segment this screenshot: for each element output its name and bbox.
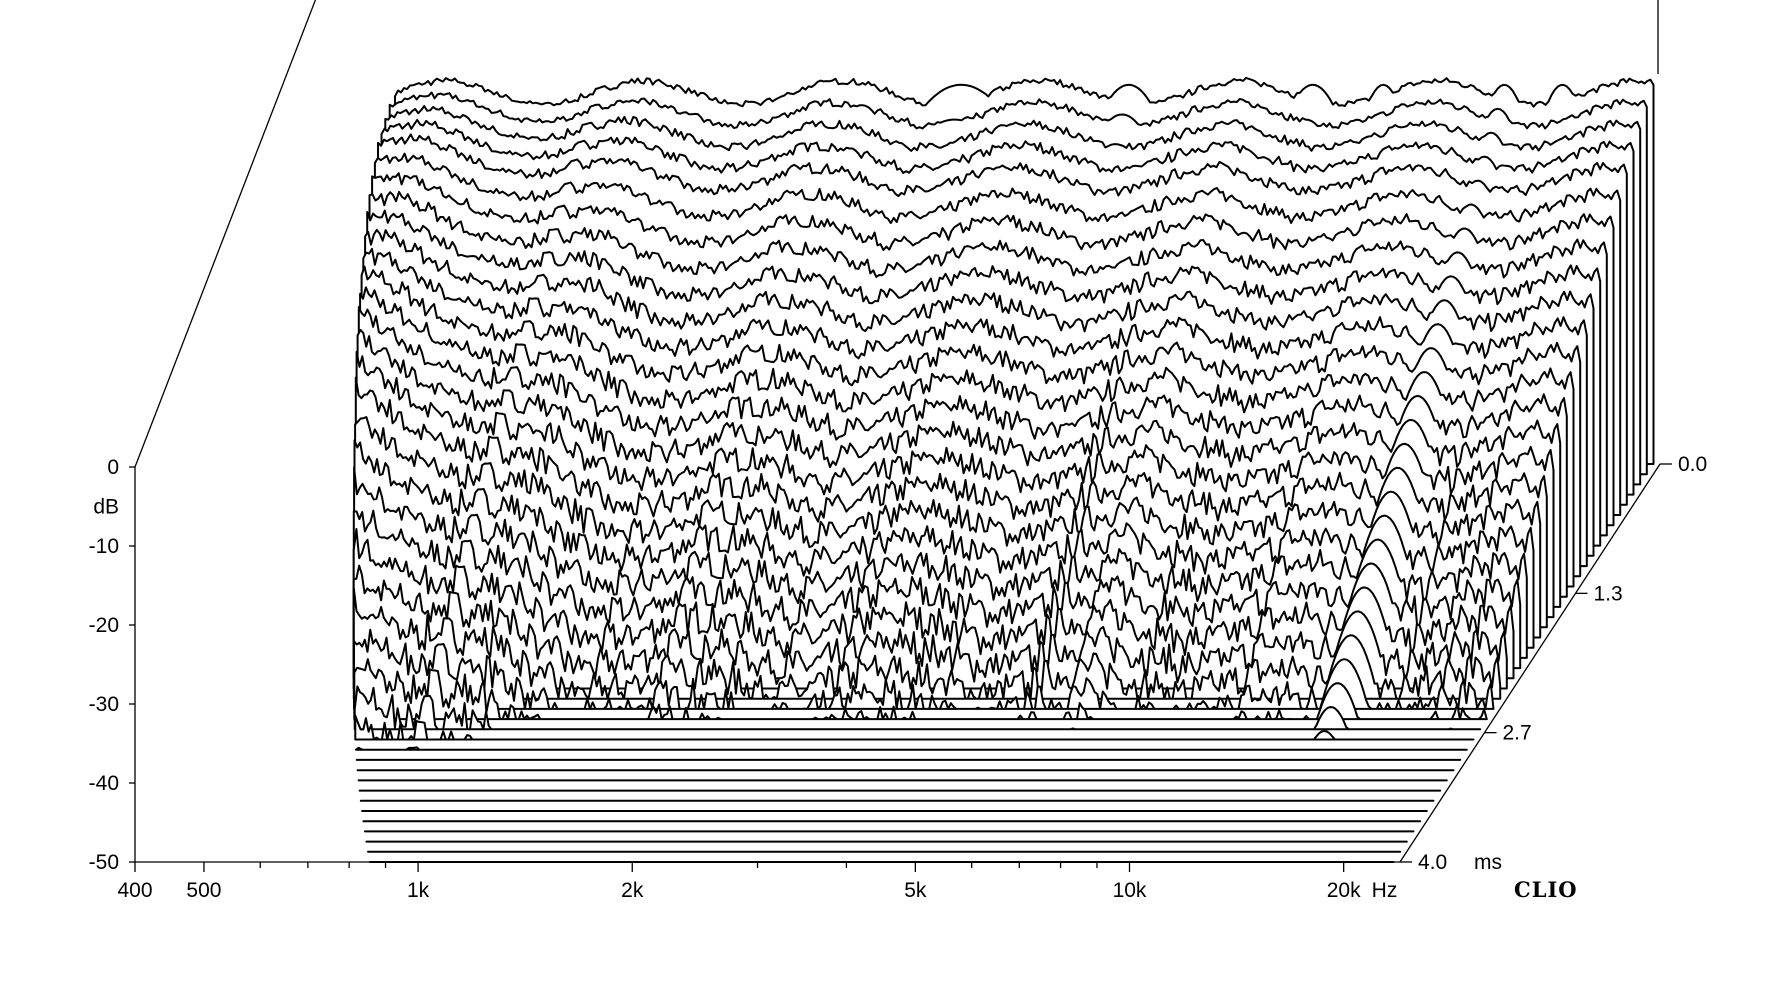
- x-unit-label: Hz: [1372, 879, 1398, 902]
- y-unit-label: dB: [93, 496, 119, 519]
- x-tick-label-6: 20k: [1327, 879, 1361, 902]
- time-tick-label-1: 1.3: [1594, 582, 1623, 605]
- chart-frame: [134, 0, 1659, 468]
- time-axis-line: [1399, 463, 1661, 863]
- time-unit-label: ms: [1474, 851, 1502, 874]
- y-tick-label-3: -30: [89, 693, 119, 716]
- x-tick-label-0: 400: [117, 879, 152, 902]
- time-tick-label-0: 0.0: [1678, 453, 1707, 476]
- slice-25: [353, 658, 1488, 721]
- y-tick-label-5: -50: [89, 851, 119, 874]
- chart-labels: 0 -10 -20 -30 -40 -50 dB 400 500 1k 2k 5k 10k 20k Hz 0.…: [89, 453, 1708, 902]
- slice-21: [352, 528, 1515, 680]
- clio-logo-text: CLIO: [1514, 877, 1578, 902]
- frame-left-diagonal: [134, 0, 317, 468]
- waterfall-slices: [352, 76, 1655, 863]
- time-tick-label-3: 4.0: [1418, 851, 1447, 874]
- x-tick-label-3: 2k: [621, 879, 644, 902]
- slice-26: [353, 685, 1482, 731]
- slice-27: [354, 714, 1475, 741]
- chart-axes: [129, 463, 1672, 872]
- time-tick-label-2: 2.7: [1503, 722, 1532, 745]
- x-tick-label-1: 500: [186, 879, 221, 902]
- x-tick-label-2: 1k: [407, 879, 430, 902]
- x-tick-label-4: 5k: [904, 879, 927, 902]
- y-tick-label-0: 0: [107, 456, 119, 479]
- slice-22: [352, 564, 1508, 690]
- y-tick-label-4: -40: [89, 772, 119, 795]
- slice-28: [355, 746, 1468, 751]
- x-tick-label-5: 10k: [1113, 879, 1147, 902]
- y-tick-label-2: -20: [89, 614, 119, 637]
- y-tick-label-1: -10: [89, 535, 119, 558]
